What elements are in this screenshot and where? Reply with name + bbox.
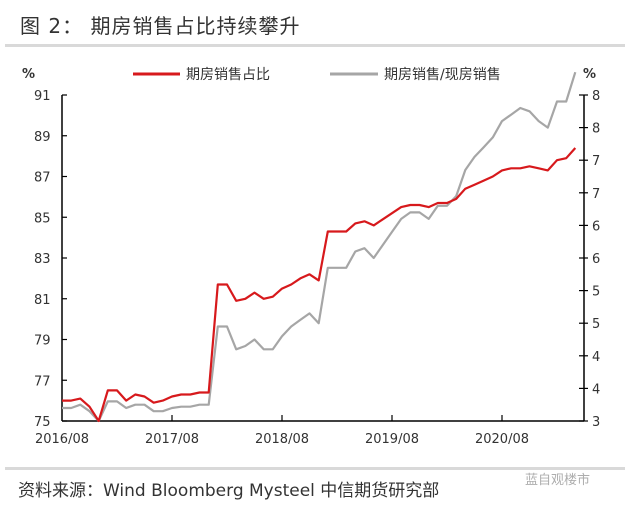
source-note: 资料来源：Wind Bloomberg Mysteel 中信期货研究部 [18,481,440,501]
right-tick-label: 6 [592,252,600,267]
left-tick-label: 75 [34,415,51,430]
x-tick-label: 2020/08 [475,432,529,447]
right-tick-label: 7 [592,187,600,202]
right-unit-label: % [583,67,596,82]
left-tick-label: 89 [34,130,51,145]
right-tick-label: 8 [592,122,600,137]
chart-area: % % 期房销售占比 期房销售/现房销售 7577798183858789913… [22,67,600,447]
watermark: 蓝自观楼市 [525,473,591,488]
left-tick-label: 81 [34,293,51,308]
right-tick-label: 5 [592,317,600,332]
chart-title: 图 2： 期房销售占比持续攀升 [20,14,301,38]
left-tick-label: 83 [34,252,51,267]
series-line-2 [62,71,577,423]
left-tick-label: 85 [34,211,51,226]
x-tick-label: 2016/08 [35,432,89,447]
left-tick-label: 77 [34,374,51,389]
plot-lines [62,71,577,423]
left-unit-label: % [22,67,35,82]
legend-label-series-2: 期房销售/现房销售 [384,67,501,83]
x-tick-label: 2017/08 [145,432,199,447]
x-tick-label: 2019/08 [365,432,419,447]
left-tick-label: 91 [34,89,51,104]
right-tick-label: 4 [592,382,600,397]
source-divider [5,467,625,470]
right-tick-label: 8 [592,89,600,104]
left-tick-label: 79 [34,334,51,349]
right-tick-label: 5 [592,285,600,300]
legend: 期房销售占比 期房销售/现房销售 [133,67,501,83]
series-line-1 [62,147,577,423]
right-tick-label: 3 [592,415,600,430]
legend-label-series-1: 期房销售占比 [186,67,270,83]
right-tick-label: 6 [592,219,600,234]
right-tick-label: 7 [592,154,600,169]
title-divider [5,44,625,47]
right-tick-label: 4 [592,350,600,365]
left-tick-label: 87 [34,171,51,186]
x-tick-label: 2018/08 [255,432,309,447]
